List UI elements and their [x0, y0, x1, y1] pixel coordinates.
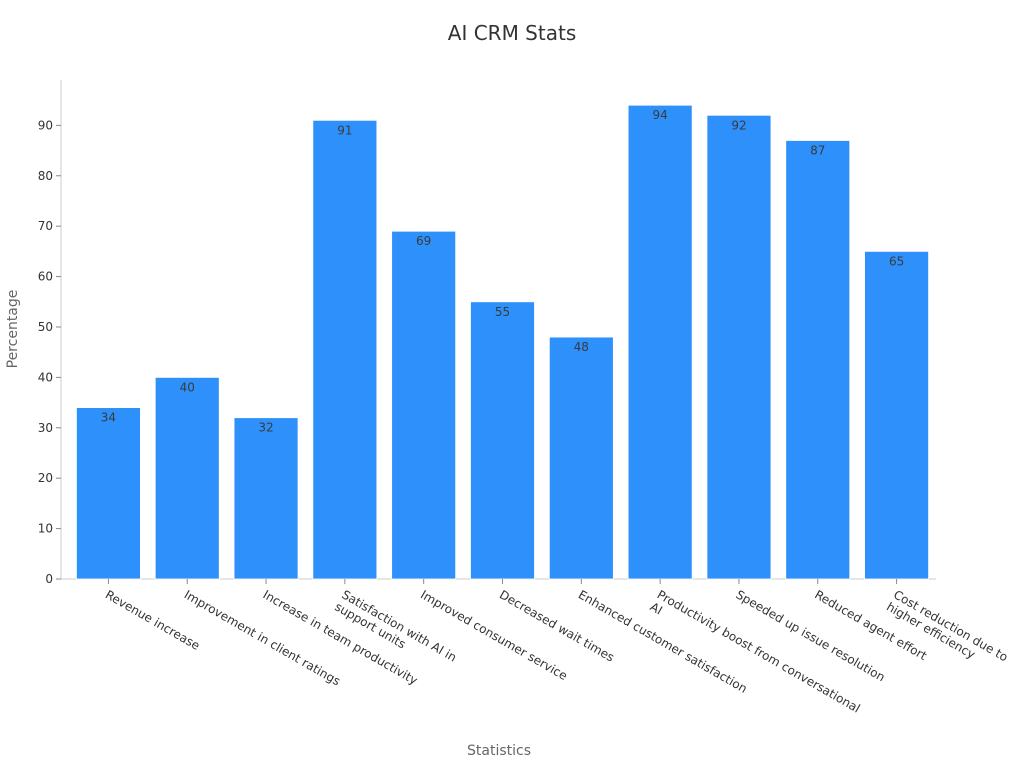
bar-value-label: 91 [337, 123, 352, 137]
y-tick-label: 80 [38, 169, 53, 183]
x-tick-label: Improvement in client ratings [182, 587, 343, 688]
bar[interactable] [233, 417, 299, 580]
bar[interactable] [312, 119, 378, 580]
bar-value-label: 40 [180, 380, 195, 394]
bar-value-label: 65 [889, 254, 904, 268]
bar-value-label: 32 [258, 421, 273, 435]
x-tick-label: Speeded up issue resolution [733, 587, 887, 684]
bar[interactable] [864, 250, 929, 580]
bar[interactable] [706, 114, 772, 580]
y-tick-label: 20 [38, 471, 53, 485]
bar-value-label: 48 [574, 340, 589, 354]
bar-value-label: 69 [416, 234, 431, 248]
y-tick-label: 0 [45, 572, 53, 586]
bar[interactable] [76, 407, 141, 580]
bar[interactable] [470, 301, 535, 580]
bar[interactable] [627, 104, 693, 580]
chart-title: AI CRM Stats [448, 21, 576, 45]
y-tick-label: 10 [38, 522, 53, 536]
y-tick-label: 60 [38, 270, 53, 284]
bar[interactable] [154, 376, 220, 580]
x-axis-title: Statistics [467, 743, 531, 759]
bar-value-label: 55 [495, 305, 510, 319]
y-tick-label: 40 [38, 370, 53, 384]
bar-value-label: 92 [731, 118, 746, 132]
y-tick-label: 90 [38, 118, 53, 132]
y-axis-title: Percentage [5, 290, 21, 369]
bar-value-label: 34 [101, 411, 116, 425]
y-tick-label: 70 [38, 219, 53, 233]
bar-value-label: 94 [652, 108, 667, 122]
bar-value-label: 87 [810, 143, 825, 157]
y-tick-label: 30 [38, 421, 53, 435]
bar[interactable] [548, 336, 614, 580]
bar[interactable] [391, 230, 457, 580]
bar[interactable] [785, 140, 851, 580]
x-tick-label: Cost reduction due tohigher efficiency [884, 587, 1010, 676]
y-tick-label: 50 [38, 320, 53, 334]
x-tick-label: Improved consumer service [418, 587, 570, 683]
